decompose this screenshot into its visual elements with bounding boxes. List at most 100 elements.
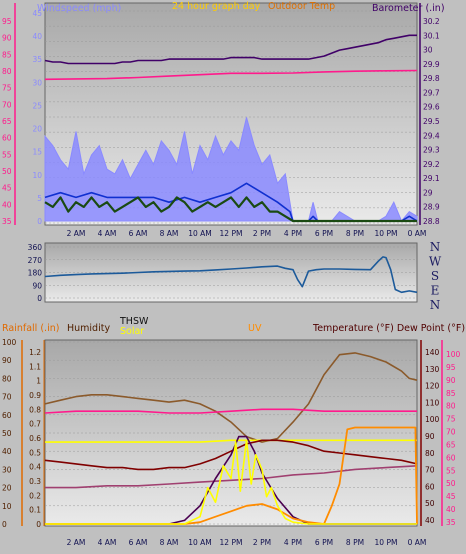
uv-label: UV [248, 323, 262, 334]
x-tick: 8 PM [346, 229, 364, 238]
x-tick: 4 PM [284, 229, 302, 238]
rain-tick-inner: 1 [36, 377, 41, 386]
series-temperature [44, 439, 418, 471]
baro-tick: 29.7 [423, 88, 440, 97]
rain-tick: 30 [2, 465, 12, 474]
dewpoint-tick: 35 [446, 518, 456, 527]
series-solar [45, 439, 417, 525]
x-tick: 12 PM [220, 229, 243, 238]
baro-tick: 29.5 [423, 117, 440, 126]
wind-tick: 35 [32, 55, 42, 64]
rain-tick-inner: 0.4 [29, 463, 41, 472]
outdoor-tick: 85 [2, 50, 12, 59]
series-outdoor-pink [44, 408, 417, 414]
x-tick: 4 AM [98, 538, 117, 547]
wind-tick: 40 [32, 32, 42, 41]
dewpoint-tick: 60 [446, 453, 456, 462]
rain-tick-inner: 0.8 [29, 405, 41, 414]
baro-tick: 29.1 [423, 174, 440, 183]
rain-tick-inner: 0.1 [29, 506, 41, 515]
outdoor-tick: 55 [2, 150, 12, 159]
dewpoint-tick: 55 [446, 466, 456, 475]
series-pink [44, 69, 418, 81]
rain-tick-inner: 0.9 [29, 391, 41, 400]
rain-tick: 0 [2, 520, 7, 529]
graph-title: 24 hour graph day [172, 1, 261, 12]
compass-label: E [431, 284, 440, 298]
baro-tick: 29.9 [423, 60, 440, 69]
dewpoint-tick: 40 [446, 505, 456, 514]
baro-tick: 29 [423, 188, 433, 197]
x-tick: 10 AM [188, 538, 212, 547]
outdoor-temp-label: Outdoor Temp [268, 1, 335, 12]
outdoor-tick: 70 [2, 100, 12, 109]
rain-tick: 60 [2, 411, 12, 420]
series-direction [44, 256, 418, 294]
rain-tick: 90 [2, 356, 12, 365]
x-tick: 4 AM [98, 229, 117, 238]
series-thsw [45, 435, 417, 525]
temp-tick: 100 [425, 415, 440, 424]
wind-tick: 20 [32, 125, 42, 134]
direction-tick: 0 [37, 294, 42, 303]
rain-tick-inner: 0.6 [29, 434, 41, 443]
temp-tick: 90 [425, 432, 435, 441]
temp-tick: 50 [425, 499, 435, 508]
x-tick: 2 PM [253, 229, 271, 238]
series-humidity [44, 352, 418, 443]
rain-tick-inner: 1.1 [29, 362, 41, 371]
x-tick: 4 PM [284, 538, 302, 547]
direction-tick: 180 [28, 269, 43, 278]
temp-tick: 140 [425, 348, 440, 357]
compass-label: N [430, 240, 441, 254]
temp-tick: 60 [425, 482, 435, 491]
rain-tick: 80 [2, 374, 12, 383]
series-dew-point [45, 465, 418, 489]
outdoor-tick: 40 [2, 200, 12, 209]
dewpoint-tick: 90 [446, 376, 456, 385]
outdoor-tick: 50 [2, 167, 12, 176]
humidity-label: Humidity [67, 323, 110, 334]
x-tick: 2 AM [67, 229, 86, 238]
outdoor-tick: 95 [2, 17, 12, 26]
temp-tick: 110 [425, 398, 440, 407]
temp-tick: 70 [425, 466, 435, 475]
baro-tick: 30 [423, 46, 433, 55]
outdoor-tick: 45 [2, 184, 12, 193]
x-tick: 6 PM [315, 229, 333, 238]
barometer-label: Barometer (.in) [372, 3, 445, 14]
rain-tick: 50 [2, 429, 12, 438]
temp-tick: 130 [425, 365, 440, 374]
x-tick: 0 AM [408, 538, 427, 547]
direction-tick: 90 [32, 281, 42, 290]
compass-label: S [431, 269, 439, 283]
rain-tick-inner: 0.3 [29, 477, 41, 486]
direction-tick: 270 [28, 256, 43, 265]
wind-tick: 45 [32, 9, 42, 18]
wind-tick: 0 [37, 217, 42, 226]
rain-tick-inner: 0 [36, 520, 41, 529]
outdoor-tick: 75 [2, 84, 12, 93]
outdoor-tick: 80 [2, 67, 12, 76]
wind-tick: 30 [32, 78, 42, 87]
x-tick: 10 AM [188, 229, 212, 238]
solar-label: Solar [120, 326, 144, 337]
rain-tick-inner: 0.7 [29, 420, 41, 429]
x-tick: 6 PM [315, 538, 333, 547]
baro-tick: 28.8 [423, 217, 440, 226]
rain-tick: 100 [2, 338, 17, 347]
windspeed-label: Windspeed (mph) [37, 3, 121, 14]
series-uv [45, 426, 418, 525]
direction-tick: 360 [28, 243, 43, 252]
temp-tick: 80 [425, 449, 435, 458]
dewpoint-tick: 65 [446, 440, 456, 449]
x-tick: 6 AM [129, 538, 148, 547]
series-windspeed_avg [44, 196, 417, 223]
x-tick: 2 PM [253, 538, 271, 547]
baro-tick: 30.2 [423, 17, 440, 26]
outdoor-tick: 35 [2, 217, 12, 226]
dewpoint-tick: 75 [446, 415, 456, 424]
x-tick: 2 AM [67, 538, 86, 547]
wind-tick: 15 [32, 148, 42, 157]
